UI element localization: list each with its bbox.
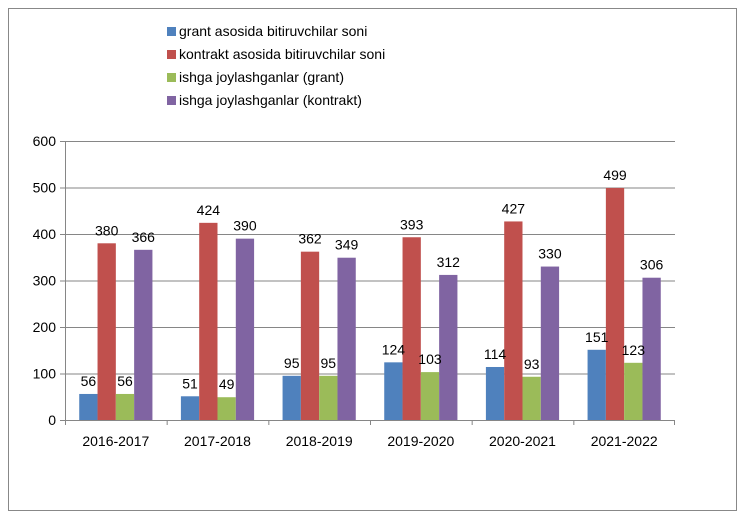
data-label: 312 <box>437 254 461 270</box>
data-label: 427 <box>502 200 526 216</box>
bar <box>540 266 560 420</box>
bar <box>439 274 458 420</box>
legend-swatch <box>167 73 176 82</box>
bar <box>199 222 218 420</box>
bar <box>605 187 625 420</box>
data-label: 93 <box>524 356 540 372</box>
data-label: 56 <box>117 373 133 389</box>
data-label: 49 <box>219 376 235 392</box>
x-tick-label: 2019-2020 <box>387 433 454 449</box>
legend-swatch <box>167 50 176 59</box>
bar <box>97 243 116 420</box>
bar <box>300 251 320 420</box>
data-label: 349 <box>335 237 359 253</box>
data-label: 123 <box>622 342 646 358</box>
data-label: 95 <box>284 355 300 371</box>
y-tick-label: 200 <box>33 319 57 335</box>
data-label: 380 <box>95 222 119 238</box>
bar <box>420 372 440 420</box>
bar <box>217 397 236 420</box>
data-label: 95 <box>321 355 337 371</box>
bar <box>79 393 98 420</box>
data-label: 56 <box>81 373 97 389</box>
data-label: 390 <box>233 218 257 234</box>
data-label: 393 <box>400 216 424 232</box>
y-tick-label: 300 <box>33 273 57 289</box>
y-tick-label: 500 <box>33 180 57 196</box>
data-label: 424 <box>197 202 221 218</box>
bar <box>235 238 255 420</box>
bar <box>115 393 135 420</box>
data-label: 362 <box>298 231 322 247</box>
bar <box>587 349 606 420</box>
legend-item: kontrakt asosida bitiruvchilar soni <box>167 46 385 62</box>
legend-item: ishga joylashganlar (kontrakt) <box>167 92 362 108</box>
legend-swatch <box>167 96 176 105</box>
y-tick-label: 0 <box>48 412 56 428</box>
legend-label: ishga joylashganlar (grant) <box>179 69 344 85</box>
data-label: 306 <box>640 257 664 273</box>
data-label: 366 <box>132 229 156 245</box>
bar <box>180 396 200 420</box>
data-label: 330 <box>538 246 562 262</box>
legend-item: ishga joylashganlar (grant) <box>167 69 344 85</box>
legend-swatch <box>167 27 176 36</box>
bar <box>337 257 356 420</box>
legend-item: grant asosida bitiruvchilar soni <box>167 23 367 39</box>
legend-label: kontrakt asosida bitiruvchilar soni <box>179 46 385 62</box>
bar <box>282 375 301 420</box>
data-label: 114 <box>484 346 507 362</box>
bar <box>319 375 338 420</box>
bar <box>522 376 541 420</box>
y-tick-label: 600 <box>33 133 57 149</box>
bar <box>384 362 403 420</box>
x-tick-label: 2020-2021 <box>489 433 556 449</box>
legend-label: grant asosida bitiruvchilar soni <box>179 23 367 39</box>
data-label: 103 <box>418 351 442 367</box>
bar <box>624 362 643 420</box>
bar <box>134 249 153 420</box>
x-tick-label: 2016-2017 <box>82 433 149 449</box>
x-tick-label: 2021-2022 <box>591 433 658 449</box>
data-label: 151 <box>585 329 609 345</box>
x-tick-label: 2018-2019 <box>286 433 353 449</box>
legend-label: ishga joylashganlar (kontrakt) <box>179 92 362 108</box>
bar <box>402 237 421 420</box>
bar <box>642 277 661 420</box>
bar <box>485 366 505 420</box>
y-tick-label: 100 <box>33 366 57 382</box>
bar <box>504 221 523 420</box>
data-label: 51 <box>182 375 198 391</box>
data-label: 499 <box>603 167 627 183</box>
data-label: 124 <box>382 341 406 357</box>
y-tick-label: 400 <box>33 226 57 242</box>
x-tick-label: 2017-2018 <box>184 433 251 449</box>
